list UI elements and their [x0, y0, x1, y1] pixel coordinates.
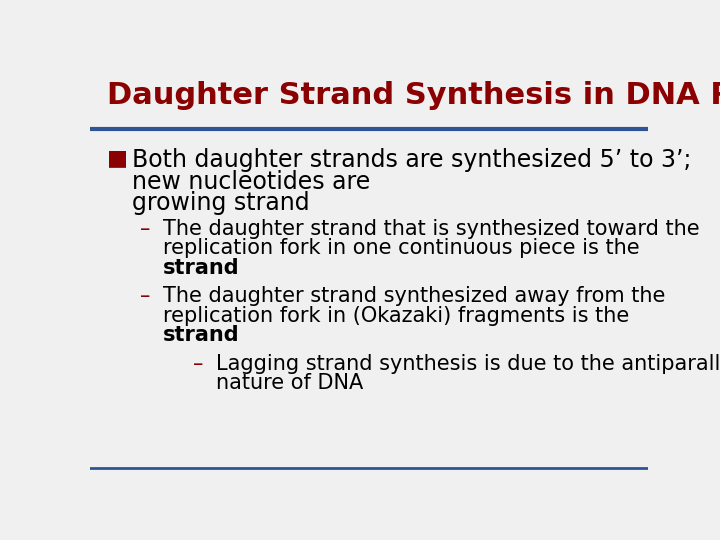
Text: nature of DNA: nature of DNA	[215, 373, 363, 393]
Text: –: –	[140, 286, 150, 306]
Text: strand: strand	[163, 325, 239, 345]
Text: new nucleotides are: new nucleotides are	[132, 170, 377, 193]
Text: replication fork in one continuous piece is the: replication fork in one continuous piece…	[163, 238, 646, 258]
Text: The daughter strand synthesized away from the: The daughter strand synthesized away fro…	[163, 286, 665, 306]
Text: –: –	[193, 354, 204, 374]
Text: strand: strand	[163, 258, 239, 278]
Text: Both daughter strands are synthesized 5’ to 3’;: Both daughter strands are synthesized 5’…	[132, 148, 691, 172]
Text: ■: ■	[107, 148, 127, 168]
Text: replication fork in (Okazaki) fragments is the: replication fork in (Okazaki) fragments …	[163, 306, 636, 326]
Text: The daughter strand that is synthesized toward the: The daughter strand that is synthesized …	[163, 219, 699, 239]
Text: Daughter Strand Synthesis in DNA Replication: Daughter Strand Synthesis in DNA Replica…	[107, 82, 720, 111]
Text: growing strand: growing strand	[132, 191, 310, 215]
Text: Lagging strand synthesis is due to the antiparallel: Lagging strand synthesis is due to the a…	[215, 354, 720, 374]
Text: –: –	[140, 219, 150, 239]
